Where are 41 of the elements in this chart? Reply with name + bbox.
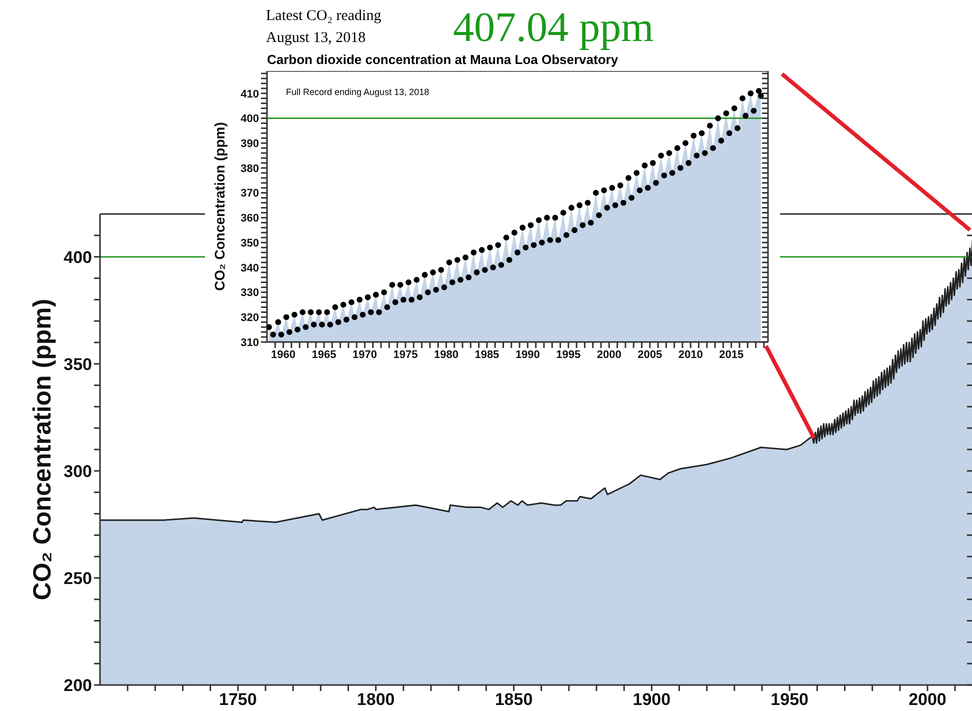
- y-tick-label: 370: [240, 188, 259, 200]
- x-tick-label: 1850: [494, 690, 533, 710]
- x-tick-label: 1800: [356, 690, 395, 710]
- y-tick-label: 400: [64, 248, 92, 267]
- x-tick-label: 1960: [271, 348, 296, 361]
- y-tick-label: 330: [240, 287, 259, 300]
- x-tick-label: 1995: [556, 348, 581, 361]
- x-tick-label: 2005: [638, 348, 662, 361]
- x-tick-label: 2000: [596, 348, 622, 361]
- x-tick-label: 2015: [719, 348, 744, 361]
- x-tick-label: 1900: [632, 690, 671, 710]
- x-tick-label: 1990: [515, 348, 540, 361]
- annotation: Full Record ending August 13, 2018: [286, 87, 430, 97]
- y-tick-label: 340: [240, 262, 259, 274]
- y-tick-label: 300: [64, 462, 92, 481]
- y-tick-label: 350: [64, 354, 92, 374]
- x-tick-label: 1965: [312, 348, 336, 361]
- x-tick-label: 1970: [352, 348, 377, 361]
- y-tick-label: 320: [240, 312, 259, 324]
- text: 407.04 ppm: [453, 4, 654, 52]
- y-tick-label: 360: [240, 212, 259, 225]
- x-tick-label: 1985: [474, 348, 500, 361]
- y-tick-label: 250: [64, 568, 92, 588]
- y-tick-label: 200: [64, 676, 92, 696]
- text: Latest CO₂ reading: [266, 8, 382, 25]
- y-tick-label: 390: [240, 138, 259, 150]
- y-axis-title: CO₂ Concentration (ppm): [28, 298, 56, 600]
- x-tick-label: 2010: [678, 348, 703, 361]
- y-tick-label: 400: [240, 113, 259, 126]
- y-tick-label: 380: [240, 162, 259, 175]
- y-tick-label: 410: [240, 88, 259, 100]
- chart-title: Carbon dioxide concentration at Mauna Loa Observatory: [267, 52, 618, 67]
- x-tick-label: 1950: [770, 690, 808, 710]
- x-tick-label: 2000: [908, 690, 946, 710]
- x-tick-label: 1750: [219, 690, 257, 710]
- y-tick-label: 310: [240, 336, 259, 349]
- y-tick-label: 350: [240, 237, 259, 250]
- x-tick-label: 1975: [393, 348, 418, 361]
- x-tick-label: 1980: [434, 348, 458, 361]
- y-axis-title: CO₂ Concentration (ppm): [212, 122, 228, 291]
- text: August 13, 2018: [266, 30, 366, 47]
